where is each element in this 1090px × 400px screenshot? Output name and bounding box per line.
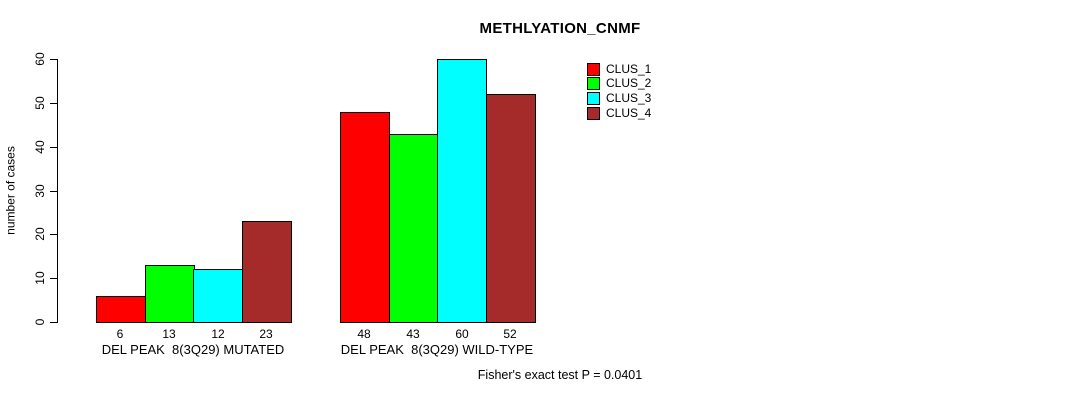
x-category-label: DEL PEAK 8(3Q29) MUTATED — [101, 342, 285, 357]
y-tick-label: 40 — [33, 140, 47, 154]
y-tick-label: 30 — [33, 184, 47, 198]
y-tick-label: 0 — [33, 318, 47, 326]
bar-value-label: 13 — [162, 327, 176, 341]
bar-value-label: 43 — [406, 327, 420, 341]
bar-value-label: 23 — [259, 327, 273, 341]
y-tick-mark — [50, 59, 57, 60]
y-tick-label: 60 — [33, 52, 47, 66]
y-tick-mark — [50, 191, 57, 192]
y-axis-label: number of cases — [3, 146, 18, 235]
footnote-pvalue: Fisher's exact test P = 0.0401 — [477, 368, 643, 382]
bar-clus_3-group2 — [437, 59, 487, 323]
y-tick-label: 10 — [33, 271, 47, 285]
y-tick-label: 20 — [33, 227, 47, 241]
y-tick-mark — [50, 147, 57, 148]
chart-title: METHLYATION_CNMF — [479, 20, 641, 37]
y-tick-mark — [50, 278, 57, 279]
legend-item-clus_2: CLUS_2 — [587, 77, 651, 92]
y-axis-line — [57, 59, 58, 323]
legend-label: CLUS_4 — [606, 105, 652, 120]
legend-color-swatch-clus_4 — [587, 106, 600, 120]
legend-color-swatch-clus_1 — [587, 62, 600, 76]
bar-value-label: 60 — [455, 327, 469, 341]
bar-clus_1-group1 — [96, 296, 146, 323]
bar-value-label: 48 — [357, 327, 371, 341]
bar-clus_4-group1 — [242, 221, 292, 323]
y-tick-mark — [50, 103, 57, 104]
bar-value-label: 52 — [503, 327, 517, 341]
bar-clus_3-group1 — [193, 269, 243, 323]
legend-label: CLUS_1 — [606, 61, 652, 76]
legend-label: CLUS_3 — [606, 90, 652, 105]
legend-color-swatch-clus_2 — [587, 77, 600, 91]
legend-item-clus_3: CLUS_3 — [587, 91, 651, 106]
y-tick-mark — [50, 234, 57, 235]
legend-label: CLUS_2 — [606, 76, 652, 91]
y-tick-mark — [50, 322, 57, 323]
bar-value-label: 6 — [116, 327, 124, 341]
bar-clus_1-group2 — [340, 112, 390, 323]
y-tick-label: 50 — [33, 96, 47, 110]
x-category-label: DEL PEAK 8(3Q29) WILD-TYPE — [340, 342, 534, 357]
legend-item-clus_4: CLUS_4 — [587, 106, 651, 121]
legend-color-swatch-clus_3 — [587, 91, 600, 105]
bar-value-label: 12 — [211, 327, 225, 341]
legend: CLUS_1 CLUS_2 CLUS_3 CLUS_4 — [587, 62, 651, 120]
bar-clus_2-group2 — [389, 134, 439, 323]
bar-clus_2-group1 — [145, 265, 195, 323]
legend-item-clus_1: CLUS_1 — [587, 62, 651, 77]
bar-clus_4-group2 — [486, 94, 536, 323]
